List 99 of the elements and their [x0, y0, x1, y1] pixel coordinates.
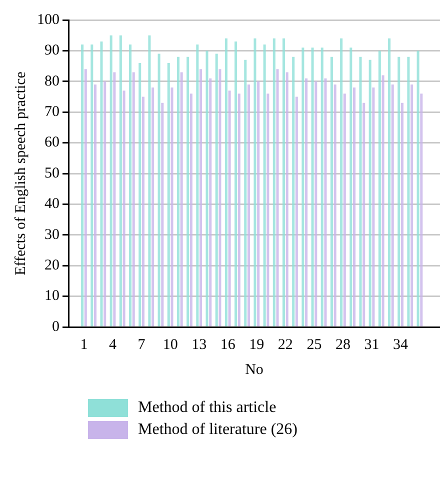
bar [161, 102, 164, 326]
bar [224, 38, 228, 326]
bar [263, 44, 266, 326]
bar [90, 44, 94, 326]
bar [254, 38, 256, 326]
bar [398, 56, 400, 326]
bar [416, 50, 420, 326]
bar [81, 44, 84, 326]
bar [286, 72, 288, 326]
bar [228, 90, 231, 326]
bar [148, 35, 151, 326]
bar [378, 50, 381, 326]
bar [206, 50, 208, 326]
x-tick-label: 13 [192, 336, 207, 353]
bar [84, 69, 87, 326]
bar [110, 35, 112, 326]
bar [132, 72, 135, 326]
bar [152, 88, 154, 326]
y-tick-label: 0 [52, 318, 60, 335]
bar [200, 69, 202, 326]
bar [330, 56, 333, 326]
bar [138, 62, 142, 326]
bar [314, 81, 318, 326]
bar [391, 84, 394, 326]
bar [142, 96, 144, 326]
bar [400, 102, 404, 326]
x-tick-label: 1 [80, 336, 88, 353]
bar [420, 94, 423, 326]
y-tick-label: 100 [37, 12, 60, 28]
x-axis-title: No [245, 362, 264, 378]
y-tick-label: 90 [44, 42, 60, 59]
x-tick-label: 28 [335, 336, 350, 353]
bar [218, 69, 222, 326]
x-tick-label: 10 [162, 336, 178, 353]
bar [372, 88, 375, 326]
bar [305, 78, 308, 326]
bar [343, 94, 346, 326]
bar [190, 94, 192, 326]
x-tick-label: 7 [138, 336, 146, 353]
bar [382, 75, 384, 326]
bar [244, 60, 247, 326]
bar [196, 44, 199, 326]
x-tick-label: 25 [306, 336, 322, 353]
y-tick-label: 60 [44, 134, 60, 151]
bar [362, 102, 366, 326]
bar [276, 69, 279, 326]
bar [266, 94, 270, 326]
y-tick-label: 50 [44, 165, 60, 182]
bar [122, 90, 126, 326]
bar [158, 54, 160, 326]
y-tick-label: 10 [44, 288, 60, 304]
bar [94, 84, 97, 326]
x-tick-label: 4 [109, 336, 118, 353]
bar [334, 84, 336, 326]
bar [238, 94, 240, 326]
bar [410, 84, 414, 326]
y-tick-label: 40 [44, 196, 60, 212]
x-tick-label: 34 [393, 336, 409, 353]
legend-label: Method of this article [138, 399, 276, 417]
bar [302, 48, 304, 326]
bar [359, 56, 362, 326]
bar [340, 38, 343, 326]
y-axis-title: Effects of English speech practice [12, 71, 29, 276]
bar [292, 56, 295, 326]
y-tick-label: 70 [44, 104, 60, 120]
bar [324, 78, 327, 326]
bar [311, 48, 314, 326]
bar [388, 38, 391, 326]
bar [119, 35, 122, 326]
x-tick-label: 31 [364, 336, 380, 353]
bar [186, 56, 190, 326]
y-tick-label: 20 [44, 258, 60, 274]
bar [113, 72, 116, 326]
bar [234, 41, 238, 326]
x-tick-label: 16 [220, 336, 236, 353]
bar [129, 44, 132, 326]
bar [282, 38, 286, 326]
bar [167, 62, 170, 326]
bar [352, 88, 356, 326]
bar [100, 41, 103, 326]
bar [272, 38, 276, 326]
y-tick-label: 80 [44, 73, 60, 90]
bar [257, 81, 260, 326]
x-tick-label: 19 [249, 336, 264, 353]
bar [180, 72, 183, 326]
bar [176, 56, 180, 326]
bar [215, 54, 218, 326]
legend-label: Method of literature (26) [138, 421, 298, 439]
bar [170, 88, 174, 326]
bar [247, 84, 250, 326]
bar [350, 48, 352, 326]
bar [320, 48, 324, 326]
y-tick-label: 30 [44, 226, 60, 243]
bar [295, 96, 298, 326]
bar [104, 81, 106, 326]
x-tick-label: 22 [278, 336, 293, 353]
bar [368, 60, 372, 326]
bar [209, 78, 212, 326]
bar [407, 56, 410, 326]
